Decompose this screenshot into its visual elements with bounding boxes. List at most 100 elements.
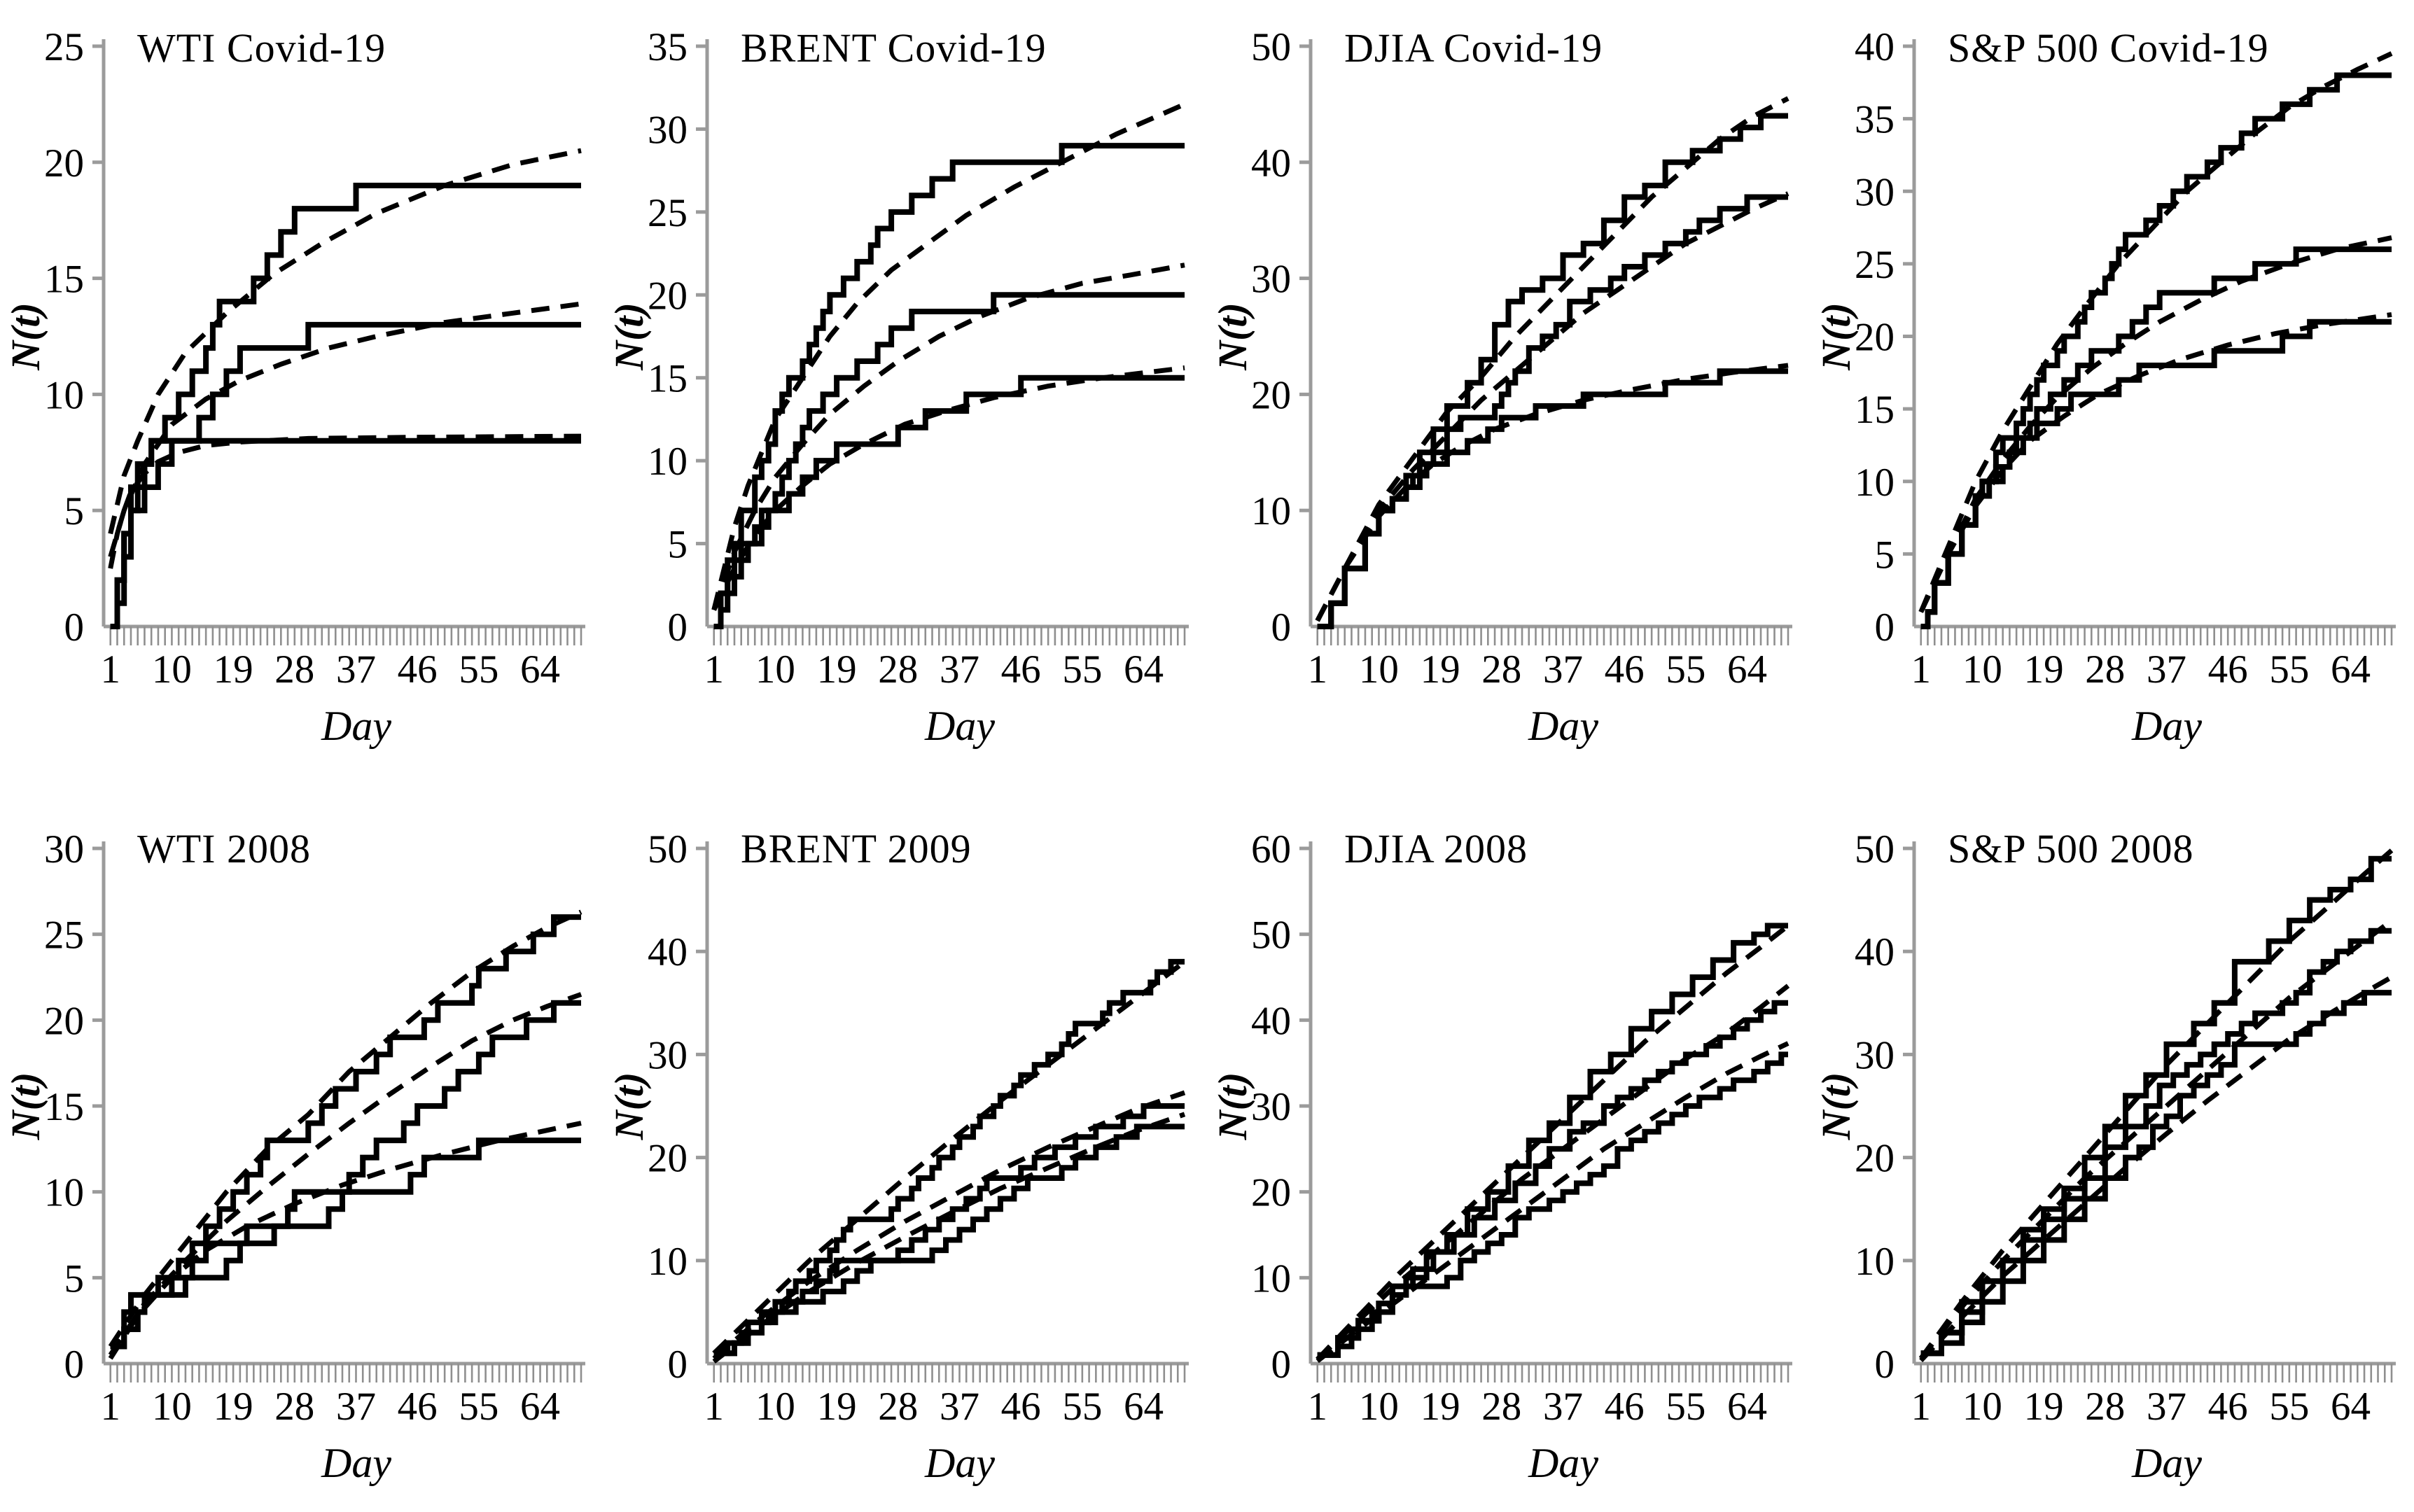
x-tick-label: 19 xyxy=(1421,648,1460,692)
x-axis-label: Day xyxy=(2131,1440,2202,1486)
y-tick-label: 15 xyxy=(44,1085,84,1129)
y-tick-label: 15 xyxy=(1855,388,1895,432)
x-tick-label: 37 xyxy=(1543,1385,1583,1429)
fitted-series-fitted-middle xyxy=(712,1090,1186,1361)
x-tick-label: 19 xyxy=(817,648,857,692)
y-tick-label: 30 xyxy=(648,1033,688,1077)
y-tick-label: 10 xyxy=(648,440,688,484)
x-axis-label: Day xyxy=(321,703,391,749)
y-tick-label: 40 xyxy=(1855,25,1895,69)
y-tick-label: 10 xyxy=(44,373,84,417)
y-tick-label: 10 xyxy=(1855,461,1895,505)
fitted-series-fitted-lower xyxy=(712,1112,1186,1364)
x-tick-label: 55 xyxy=(1666,1385,1705,1429)
chart-svg-brent-covid19: 0 5 10 15 20 25 30 35 1 10 19 28 37 46 55 64 BRENT Covid… xyxy=(606,25,1189,749)
fitted-series-fitted-middle xyxy=(1316,983,1790,1362)
x-tick-label: 19 xyxy=(214,1385,253,1429)
x-tick-label: 55 xyxy=(2269,648,2309,692)
y-tick-label: 20 xyxy=(1855,316,1895,360)
fitted-series-fitted-lower xyxy=(108,1121,582,1360)
x-tick-label: 37 xyxy=(1543,648,1583,692)
y-tick-label: 10 xyxy=(44,1171,84,1215)
fitted-series-fitted-middle xyxy=(1918,235,2392,613)
y-tick-label: 60 xyxy=(1251,827,1291,872)
chart-panel-brent-2009: 0 10 20 30 40 50 1 10 19 28 37 46 55 64 BRENT 2009 Day N… xyxy=(604,756,1207,1512)
y-axis-label: N(t) xyxy=(606,302,652,371)
y-tick-label: 5 xyxy=(1875,533,1895,577)
chart-svg-sp500-2008: 0 10 20 30 40 50 1 10 19 28 37 46 55 64 S&P 500 2008 Da… xyxy=(1813,826,2396,1486)
x-tick-label: 28 xyxy=(274,1385,314,1429)
x-tick-label: 10 xyxy=(755,648,795,692)
fitted-series-fitted-upper xyxy=(1918,51,2393,613)
fitted-series-fitted-middle xyxy=(1918,918,2394,1360)
x-tick-label: 55 xyxy=(459,648,498,692)
x-tick-label: 1 xyxy=(704,648,724,692)
x-tick-label: 1 xyxy=(1307,1385,1327,1429)
chart-panel-sp500-covid19: 0 5 10 15 20 25 30 35 40 1 10 19 28 37 46 55 64 S&P 500 C… xyxy=(1810,0,2414,756)
y-tick-label: 50 xyxy=(648,827,688,872)
observed-series-observed-middle xyxy=(1920,246,2392,629)
observed-series-observed-lower xyxy=(110,438,581,629)
x-tick-label: 19 xyxy=(2024,648,2064,692)
observed-series-observed-middle xyxy=(1317,1000,1788,1358)
y-tick-label: 0 xyxy=(1875,606,1895,650)
x-tick-label: 37 xyxy=(2147,1385,2186,1429)
y-axis-label: N(t) xyxy=(1813,302,1859,371)
y-tick-label: 30 xyxy=(44,827,84,872)
fitted-series-fitted-middle xyxy=(1315,191,1789,622)
chart-panel-wti-covid19: 0 5 10 15 20 25 1 10 19 28 37 46 55 64 WTI Covid-19 Day… xyxy=(0,0,604,756)
observed-series-observed-lower xyxy=(713,374,1185,629)
y-tick-label: 0 xyxy=(1875,1343,1895,1387)
y-tick-label: 30 xyxy=(1251,258,1291,302)
x-tick-label: 46 xyxy=(1001,1385,1041,1429)
x-tick-label: 37 xyxy=(2147,648,2186,692)
y-tick-label: 10 xyxy=(1251,1256,1291,1301)
y-tick-label: 0 xyxy=(1271,1343,1292,1387)
chart-panel-wti-2008: 0 5 10 15 20 25 30 1 10 19 28 37 46 55 64 WTI 2008 Day N(… xyxy=(0,756,604,1512)
y-tick-label: 10 xyxy=(1855,1240,1895,1284)
y-tick-label: 20 xyxy=(648,1137,688,1181)
x-tick-label: 64 xyxy=(1727,648,1767,692)
chart-panel-brent-covid19: 0 5 10 15 20 25 30 35 1 10 19 28 37 46 55 64 BRENT Covid… xyxy=(604,0,1207,756)
y-tick-label: 30 xyxy=(1855,1033,1895,1077)
fitted-series-fitted-lower xyxy=(1315,363,1789,622)
y-tick-label: 5 xyxy=(64,489,85,533)
observed-series-observed-upper xyxy=(713,143,1185,629)
y-tick-label: 40 xyxy=(1855,930,1895,974)
y-tick-label: 25 xyxy=(44,913,84,958)
x-tick-label: 55 xyxy=(459,1385,498,1429)
x-tick-label: 10 xyxy=(152,1385,192,1429)
panel-title: WTI Covid-19 xyxy=(137,25,386,71)
x-tick-label: 55 xyxy=(1062,1385,1102,1429)
x-tick-label: 64 xyxy=(1124,1385,1164,1429)
y-tick-label: 5 xyxy=(64,1256,85,1301)
fitted-series-fitted-lower xyxy=(1316,1041,1789,1364)
panel-title: DJIA 2008 xyxy=(1344,826,1528,872)
observed-series-observed-upper xyxy=(110,183,581,629)
x-tick-label: 46 xyxy=(1605,648,1645,692)
y-tick-label: 30 xyxy=(1855,170,1895,214)
chart-svg-brent-2009: 0 10 20 30 40 50 1 10 19 28 37 46 55 64 BRENT 2009 Day N… xyxy=(606,826,1189,1486)
y-tick-label: 25 xyxy=(1855,243,1895,287)
x-tick-label: 64 xyxy=(2331,648,2371,692)
x-tick-label: 55 xyxy=(2269,1385,2309,1429)
y-tick-label: 0 xyxy=(64,606,85,650)
y-tick-label: 10 xyxy=(648,1240,688,1284)
y-axis-label: N(t) xyxy=(1813,1072,1859,1141)
y-tick-label: 40 xyxy=(1251,141,1291,186)
chart-svg-djia-2008: 0 10 20 30 40 50 60 1 10 19 28 37 46 55 64 DJIA 2008 Day… xyxy=(1210,826,1792,1486)
fitted-series-fitted-upper xyxy=(1315,96,1789,622)
y-tick-label: 20 xyxy=(1855,1137,1895,1181)
x-tick-label: 1 xyxy=(1307,648,1327,692)
x-tick-label: 46 xyxy=(1605,1385,1645,1429)
x-tick-label: 55 xyxy=(1666,648,1705,692)
y-tick-label: 50 xyxy=(1251,913,1291,958)
y-tick-label: 50 xyxy=(1855,827,1895,872)
y-tick-label: 0 xyxy=(64,1343,85,1387)
x-tick-label: 1 xyxy=(1911,648,1931,692)
fitted-series-fitted-upper xyxy=(108,909,582,1348)
panel-title: S&P 500 2008 xyxy=(1948,826,2193,872)
chart-svg-djia-covid19: 0 10 20 30 40 50 1 10 19 28 37 46 55 64 DJIA Covid-19 D… xyxy=(1210,25,1792,749)
x-axis-label: Day xyxy=(1528,1440,1598,1486)
